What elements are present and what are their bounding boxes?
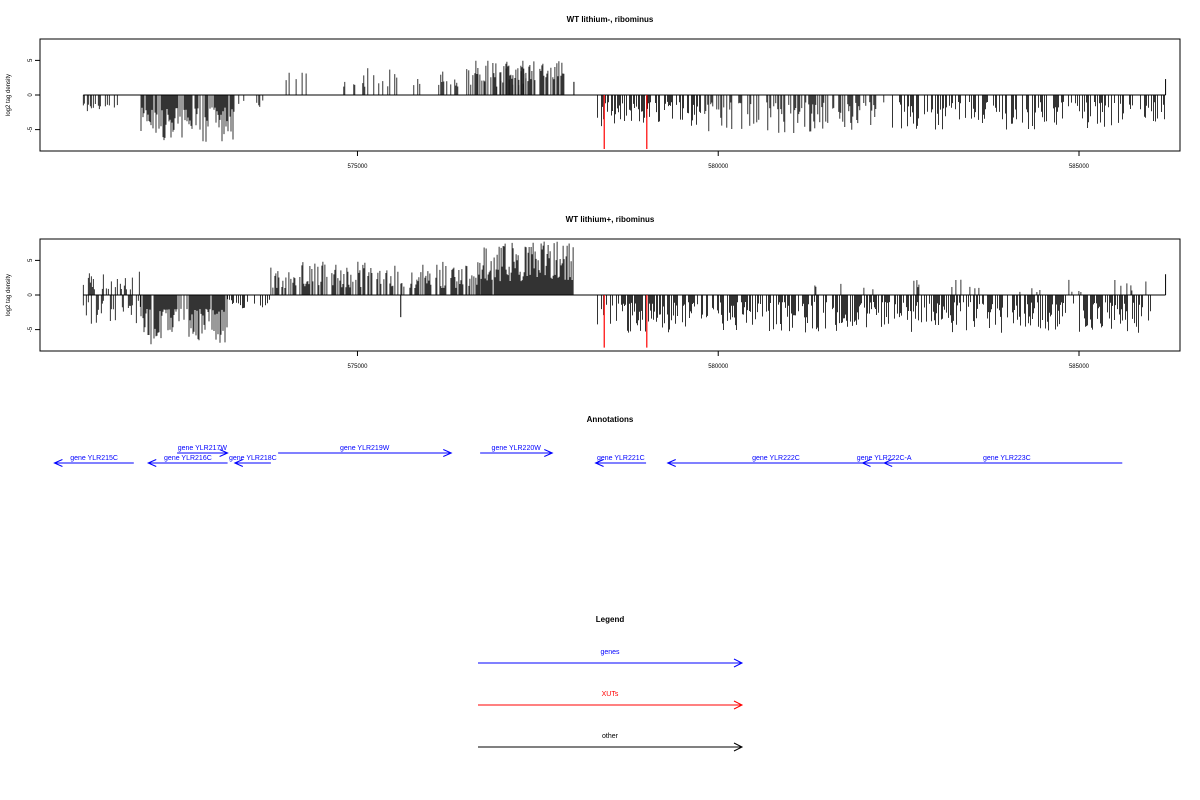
bar-group <box>82 241 1167 345</box>
gene-label: gene YLR222C <box>752 455 800 462</box>
gene-arrow-head <box>53 459 63 467</box>
gene-arrow-head <box>882 459 893 467</box>
gene-arrow: gene YLR217W <box>177 445 229 457</box>
x-axis: 575000 580000 585000 <box>347 151 1090 170</box>
y-axis-label: log2 tag density <box>6 74 12 116</box>
legend-item: XUTs <box>478 691 744 710</box>
gene-label: gene YLR217W <box>178 445 228 452</box>
gene-arrow: gene YLR222C-A <box>857 455 912 467</box>
mark-group <box>603 295 648 348</box>
legend-title: Legend <box>596 615 625 624</box>
gene-arrow: gene YLR221C <box>594 455 647 467</box>
y-tick-label: 5 <box>28 58 34 62</box>
legend-item: other <box>478 733 744 752</box>
x-tick-label: 585000 <box>1069 164 1090 170</box>
gene-arrow: gene YLR223C <box>882 455 1123 467</box>
gene-arrow: gene YLR218C <box>229 455 277 467</box>
gene-arrow-head <box>233 459 244 467</box>
track-panel-lithium-minus: WT lithium-, ribominus 575000 580000 58500… <box>6 15 1181 170</box>
x-tick-label: 585000 <box>1069 364 1090 370</box>
x-tick-label: 580000 <box>708 364 729 370</box>
gene-arrow: gene YLR222C <box>666 455 885 467</box>
panel-title: WT lithium-, ribominus <box>567 15 654 24</box>
x-tick-label: 575000 <box>347 164 368 170</box>
legend-items: genes XUTs other <box>478 649 744 752</box>
gene-label: gene YLR220W <box>492 445 542 452</box>
x-tick-label: 580000 <box>708 164 729 170</box>
gene-label: gene YLR215C <box>70 455 118 462</box>
y-axis-label: log2 tag density <box>6 274 12 316</box>
x-axis: 575000 580000 585000 <box>347 351 1090 370</box>
mark-group <box>603 95 648 149</box>
legend-arrow-head <box>733 742 744 752</box>
gene-arrow-head <box>666 459 676 467</box>
legend-label: XUTs <box>602 691 619 698</box>
gene-arrow: gene YLR216C <box>146 455 228 467</box>
gene-label: gene YLR221C <box>597 455 645 462</box>
bar-group <box>82 60 1167 142</box>
legend-item: genes <box>478 649 744 668</box>
x-tick-label: 575000 <box>347 364 368 370</box>
annotations-track: Annotations gene YLR215C gene YLR216C gene… <box>53 415 1123 467</box>
y-tick-label: -5 <box>28 126 34 132</box>
gene-label: gene YLR223C <box>983 455 1031 462</box>
gene-label: gene YLR222C-A <box>857 455 912 462</box>
gene-arrow-head <box>146 459 157 467</box>
y-tick-label: 0 <box>28 93 34 97</box>
gene-arrow-head <box>219 449 229 457</box>
panel-title: WT lithium+, ribominus <box>566 215 655 224</box>
gene-arrow: gene YLR220W <box>480 445 554 457</box>
y-axis: -5 0 5 <box>28 58 40 132</box>
legend-arrow-head <box>733 700 744 710</box>
gene-arrow-head <box>544 449 554 457</box>
gene-arrow-head <box>594 459 604 467</box>
legend: Legend genes XUTs other <box>478 615 744 752</box>
gene-label: gene YLR219W <box>340 445 390 452</box>
annotations-title: Annotations <box>587 415 634 424</box>
legend-label: genes <box>600 649 620 656</box>
y-axis: -5 0 5 <box>28 258 40 332</box>
legend-arrow-head <box>733 658 744 668</box>
gene-arrow-head <box>443 449 453 457</box>
gene-arrow: gene YLR219W <box>278 445 453 457</box>
gene-arrow-head <box>861 459 871 467</box>
y-tick-label: -5 <box>28 326 34 332</box>
gene-label: gene YLR218C <box>229 455 277 462</box>
y-tick-label: 5 <box>28 258 34 262</box>
gene-label: gene YLR216C <box>164 455 212 462</box>
track-panel-lithium-plus: WT lithium+, ribominus 575000 580000 58500… <box>6 215 1181 370</box>
gene-arrow: gene YLR215C <box>53 455 134 467</box>
y-tick-label: 0 <box>28 293 34 297</box>
legend-label: other <box>602 733 619 740</box>
